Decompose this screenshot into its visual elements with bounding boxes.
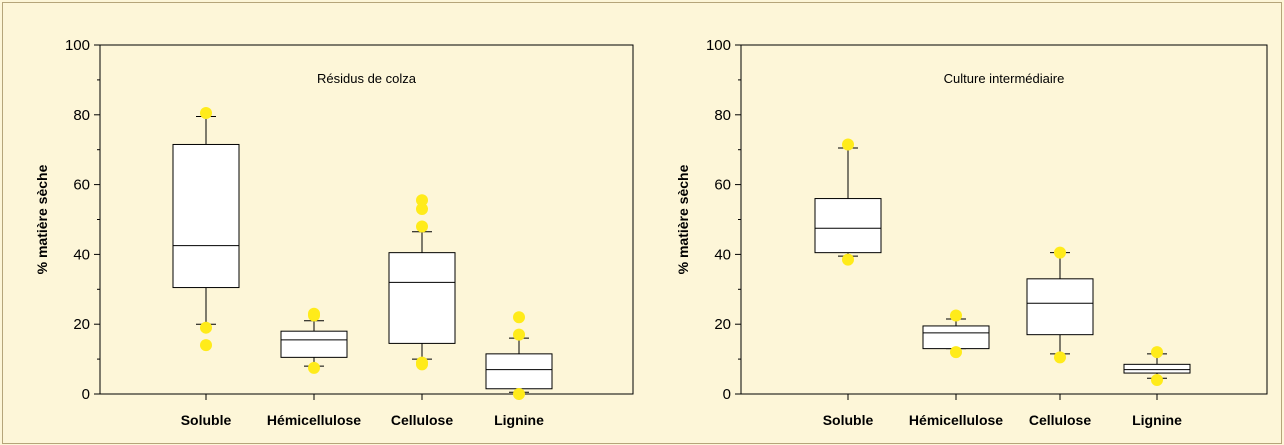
outlier-point — [308, 361, 320, 374]
outlier-point — [950, 309, 962, 322]
iqr-box — [814, 198, 882, 254]
y-tick-label: 20 — [714, 316, 731, 333]
x-category-label: Soluble — [823, 412, 874, 428]
y-tick-label: 100 — [65, 37, 90, 54]
outlier-point — [416, 356, 428, 369]
outlier-point — [1151, 346, 1163, 359]
y-tick-label: 80 — [73, 107, 90, 124]
chart-title: Résidus de colza — [317, 71, 417, 86]
iqr-box — [172, 143, 240, 289]
x-category-label: Hémicellulose — [909, 412, 1003, 428]
box-soluble — [172, 107, 240, 352]
x-category-label: Soluble — [181, 412, 232, 428]
chart-panel-2: 0 20 40 60 80 100 % matière sèche Culture inter… — [675, 37, 1268, 428]
box-lignine — [485, 311, 553, 400]
x-category-label: Lignine — [1132, 412, 1182, 428]
outlier-point — [308, 309, 320, 322]
x-category-label: Hémicellulose — [267, 412, 361, 428]
chart-title: Culture intermédiaire — [944, 71, 1065, 86]
x-category-label: Cellulose — [1029, 412, 1091, 428]
outlier-point — [1054, 246, 1066, 259]
outlier-point — [200, 339, 212, 352]
outlier-point — [200, 107, 212, 120]
box-hémicellulose — [280, 307, 348, 374]
outlier-point — [1054, 351, 1066, 364]
box-soluble — [814, 138, 882, 266]
outlier-point — [513, 328, 525, 341]
outlier-point — [842, 138, 854, 151]
y-axis-label: % matière sèche — [675, 164, 691, 274]
x-category-label: Cellulose — [391, 412, 453, 428]
iqr-box — [485, 353, 553, 390]
y-tick-label: 60 — [714, 177, 731, 194]
iqr-box — [1123, 363, 1191, 374]
iqr-box — [280, 330, 348, 358]
x-category-label: Lignine — [494, 412, 544, 428]
outlier-point — [842, 253, 854, 266]
outlier-point — [416, 194, 428, 207]
box-cellulose — [388, 194, 456, 371]
outlier-point — [513, 311, 525, 324]
y-tick-label: 0 — [723, 386, 731, 403]
chart-panel-1: 0 20 40 60 80 100 % matière sèche Résidus de co… — [34, 37, 634, 428]
outlier-point — [513, 388, 525, 400]
outlier-point — [950, 346, 962, 359]
iqr-box — [922, 325, 990, 350]
y-tick-label: 40 — [73, 246, 90, 263]
outlier-point — [416, 220, 428, 233]
y-tick-label: 40 — [714, 246, 731, 263]
iqr-box — [388, 252, 456, 344]
iqr-box — [1026, 278, 1094, 336]
box-lignine — [1123, 346, 1191, 387]
y-tick-label: 80 — [714, 107, 731, 124]
outlier-point — [200, 321, 212, 334]
y-axis-label: % matière sèche — [34, 164, 50, 274]
box-hémicellulose — [922, 309, 990, 359]
outlier-point — [1151, 374, 1163, 387]
y-tick-label: 100 — [706, 37, 731, 54]
y-tick-label: 0 — [82, 386, 90, 403]
box-cellulose — [1026, 246, 1094, 364]
y-tick-label: 60 — [73, 177, 90, 194]
y-tick-label: 20 — [73, 316, 90, 333]
outlier-point — [416, 203, 428, 216]
